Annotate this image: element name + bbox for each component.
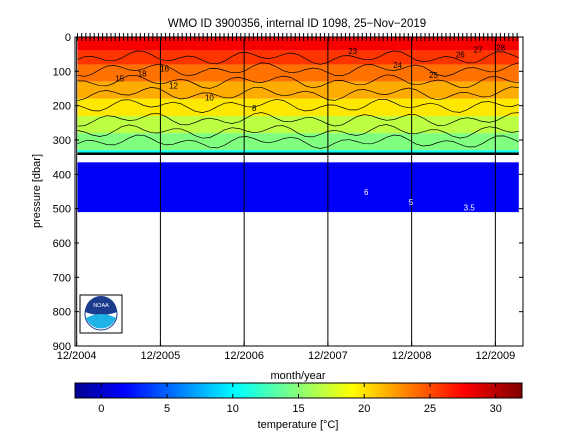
colorbar-ticks: 0 5 10 15 20 25 30 [98, 383, 502, 415]
x-axis: 12/2004 12/2005 12/2006 12/2007 12/2008 12/20… [57, 342, 515, 362]
temperature-band [77, 50, 519, 65]
temperature-band [77, 81, 519, 99]
contour-line [77, 98, 519, 113]
contour-label: 16 [160, 64, 169, 73]
contour-label: 18 [138, 69, 147, 78]
temperature-band [77, 133, 519, 151]
contour-line [77, 62, 519, 77]
x-tick-label: 12/2005 [141, 350, 181, 362]
heatmap-layer [77, 37, 519, 213]
temperature-band [77, 64, 519, 82]
contour-label: 25 [429, 71, 438, 80]
y-tick-label: 200 [53, 101, 71, 113]
colorbar-tick-label: 5 [164, 403, 170, 415]
profile-time-ticks [77, 33, 518, 41]
contour-line [77, 124, 519, 139]
contour-label: 3.5 [464, 203, 476, 212]
colorbar-tick-label: 0 [98, 403, 104, 415]
contour-line [77, 134, 519, 149]
x-tick-label: 12/2006 [224, 350, 264, 362]
chart-title: WMO ID 3900356, internal ID 1098, 25−Nov… [168, 18, 426, 30]
colorbar-tick-label: 10 [227, 403, 239, 415]
contour-label: 6 [364, 188, 369, 197]
y-axis: 0 100 200 300 400 500 600 700 800 900 [53, 32, 523, 353]
y-tick-label: 900 [53, 341, 71, 353]
contour-label: 26 [456, 51, 465, 60]
contour-label: 10 [205, 94, 214, 103]
temperature-band [77, 150, 519, 154]
y-tick-label: 300 [53, 135, 71, 147]
contour-label: 28 [496, 44, 505, 53]
noaa-logo: NOAA [79, 294, 123, 334]
contour-line [77, 86, 519, 101]
y-tick-label: 600 [53, 238, 71, 250]
x-tick-label: 12/2007 [308, 350, 348, 362]
x-tick-label: 12/2004 [57, 350, 97, 362]
contour-label: 15 [115, 75, 124, 84]
noaa-logo-text: NOAA [93, 303, 109, 309]
colorbar-tick-label: 20 [358, 403, 370, 415]
contour-line [77, 50, 519, 65]
contour-label: 24 [393, 61, 402, 70]
y-tick-label: 100 [53, 66, 71, 78]
colorbar-tick-label: 30 [490, 403, 502, 415]
temperature-band [77, 162, 519, 213]
year-divider-lines [76, 37, 496, 346]
x-axis-label: month/year [270, 370, 325, 382]
colorbar-tick-label: 25 [424, 403, 436, 415]
x-tick-label: 12/2008 [392, 350, 432, 362]
y-tick-label: 0 [65, 32, 71, 44]
colorbar-label: temperature [°C] [258, 419, 339, 431]
contour-label: 12 [169, 82, 178, 91]
contour-label: 23 [348, 47, 357, 56]
y-tick-label: 800 [53, 307, 71, 319]
contour-line [77, 112, 519, 127]
y-tick-label: 500 [53, 204, 71, 216]
contour-label: 27 [474, 45, 483, 54]
contour-label: 8 [252, 104, 257, 113]
x-tick-label: 12/2009 [475, 350, 515, 362]
colorbar-tick-label: 15 [292, 403, 304, 415]
colorbar: 0 5 10 15 20 25 30 temperature [°C] [74, 382, 523, 431]
temperature-band [77, 98, 519, 116]
y-tick-label: 700 [53, 272, 71, 284]
y-tick-label: 400 [53, 169, 71, 181]
contour-label: 5 [409, 198, 414, 207]
contour-line [77, 74, 519, 89]
temperature-band [77, 115, 519, 134]
temperature-band [77, 37, 519, 51]
y-axis-label: pressure [dbar] [31, 154, 43, 228]
